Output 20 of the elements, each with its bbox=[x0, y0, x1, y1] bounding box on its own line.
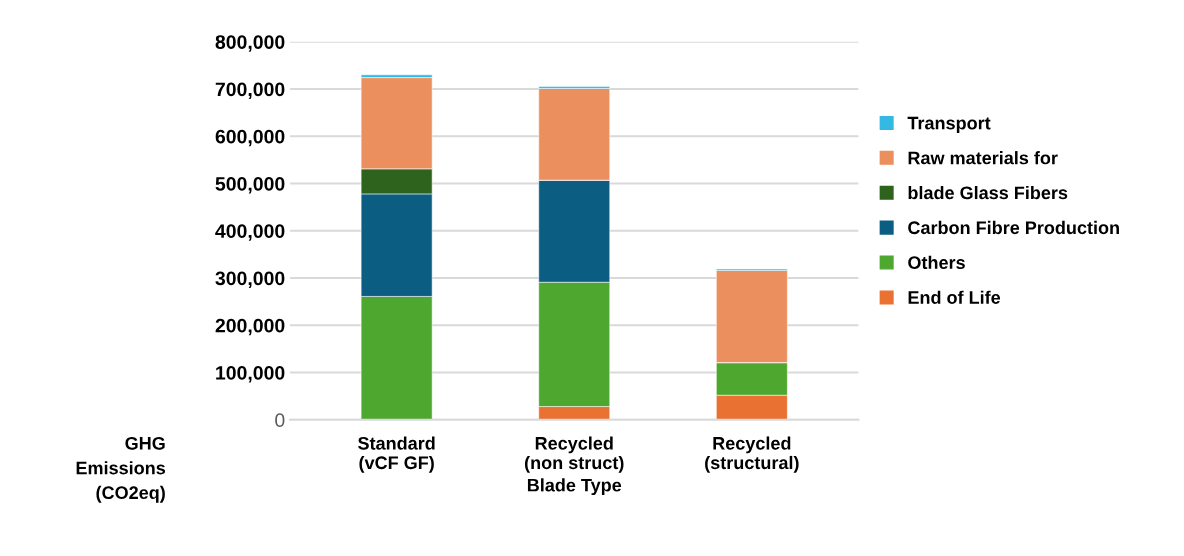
x-tick-label: Standard (vCF GF) bbox=[358, 436, 435, 473]
legend-label: End of Life bbox=[908, 290, 1001, 304]
y-tick-label: 700,000 bbox=[215, 82, 285, 100]
legend-label: Carbon Fibre Production bbox=[908, 220, 1119, 235]
legend-label: blade Glass Fibers bbox=[908, 185, 1068, 200]
y-tick-label: 600,000 bbox=[215, 129, 285, 147]
x-tick-label: Recycled (non struct) bbox=[525, 436, 624, 473]
y-tick-label: 500,000 bbox=[215, 176, 285, 194]
y-tick-label: 0 bbox=[275, 413, 285, 428]
legend-label: Raw materials for bbox=[908, 151, 1058, 165]
y-tick-label: 100,000 bbox=[216, 365, 285, 383]
y-tick-label: 300,000 bbox=[215, 271, 285, 289]
legend-label: Others bbox=[908, 255, 965, 270]
x-axis-title: Blade Type bbox=[527, 478, 622, 496]
y-tick-label: 800,000 bbox=[215, 35, 285, 52]
y-tick-label: 400,000 bbox=[215, 224, 285, 241]
y-axis-title: GHG Emissions (CO2eq) bbox=[76, 436, 166, 503]
legend-label: Transport bbox=[907, 116, 991, 134]
x-tick-label: Recycled (structural) bbox=[705, 436, 799, 473]
y-tick-label: 200,000 bbox=[215, 318, 285, 336]
